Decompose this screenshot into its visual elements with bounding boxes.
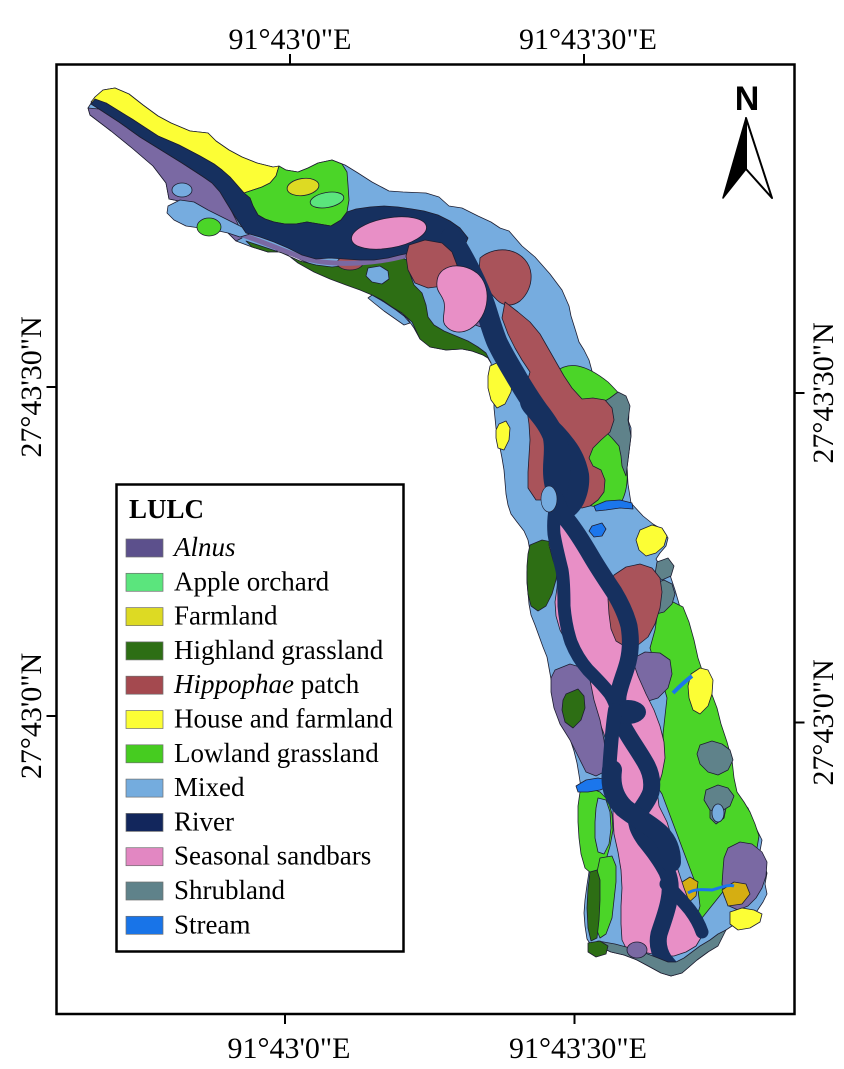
svg-text:Mixed: Mixed	[174, 772, 245, 802]
svg-text:27°43'30"N: 27°43'30"N	[807, 322, 840, 463]
svg-text:27°43'0"N: 27°43'0"N	[807, 659, 840, 785]
svg-text:Highland grassland: Highland grassland	[174, 635, 384, 665]
svg-text:Shrubland: Shrubland	[174, 875, 285, 905]
svg-text:91°43'30"E: 91°43'30"E	[519, 23, 657, 56]
svg-text:Apple orchard: Apple orchard	[174, 566, 330, 596]
svg-text:91°43'0"E: 91°43'0"E	[228, 1032, 351, 1065]
svg-text:27°43'30"N: 27°43'30"N	[15, 316, 48, 457]
svg-text:91°43'0"E: 91°43'0"E	[229, 23, 352, 56]
svg-text:Seasonal sandbars: Seasonal sandbars	[174, 841, 371, 871]
svg-text:N: N	[735, 80, 760, 118]
svg-text:Hippophae patch: Hippophae patch	[173, 669, 360, 699]
svg-text:Lowland grassland: Lowland grassland	[174, 738, 379, 768]
svg-text:Alnus: Alnus	[172, 532, 236, 562]
svg-text:Stream: Stream	[174, 909, 250, 939]
svg-text:House and farmland: House and farmland	[174, 704, 393, 734]
svg-text:LULC: LULC	[129, 494, 204, 524]
svg-text:River: River	[174, 806, 234, 836]
svg-text:Farmland: Farmland	[174, 601, 278, 631]
svg-text:27°43'0"N: 27°43'0"N	[15, 653, 48, 779]
svg-text:91°43'30"E: 91°43'30"E	[509, 1032, 647, 1065]
